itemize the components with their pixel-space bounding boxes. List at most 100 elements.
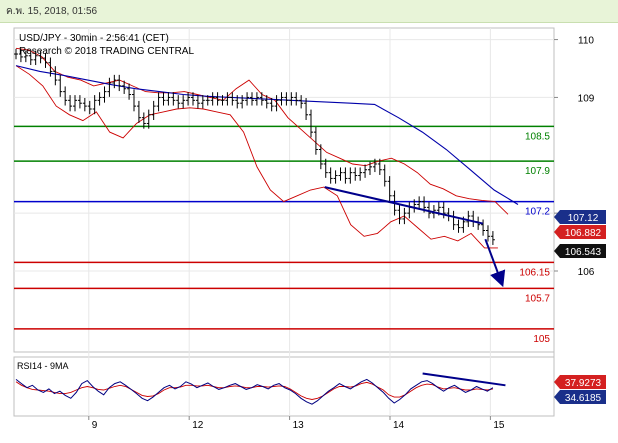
price-badge-bg-1: [554, 225, 606, 239]
price-badge-label-0: 107.12: [568, 213, 599, 224]
price-bar: [254, 92, 259, 106]
price-bar: [284, 92, 289, 106]
price-bar: [343, 167, 348, 184]
price-bar: [141, 112, 146, 129]
timestamp: ค.พ. 15, 2018, 01:56: [6, 6, 98, 17]
price-bar: [269, 98, 274, 112]
level-label-2: 107.2: [525, 207, 550, 218]
forecast-arrow: [484, 238, 506, 288]
price-badge-label-1: 106.882: [565, 228, 602, 239]
level-label-3: 106.15: [519, 267, 550, 278]
price-bar: [117, 74, 122, 92]
price-bar: [18, 48, 23, 63]
chart-title: USD/JPY - 30min - 2:56:41 (CET): [19, 33, 169, 44]
price-bar: [33, 50, 38, 66]
level-label-4: 105.7: [525, 293, 550, 304]
price-bar: [92, 95, 97, 115]
price-bar: [377, 158, 382, 175]
price-bar: [161, 92, 166, 106]
price-bar: [289, 92, 294, 106]
price-bar: [338, 167, 343, 181]
price-bar: [23, 50, 28, 63]
price-bar: [358, 167, 363, 181]
price-bar: [48, 57, 53, 77]
price-bar: [367, 161, 372, 175]
rsi-indicator: [15, 372, 506, 405]
price-badge-0: 107.12: [554, 210, 606, 224]
price-bar: [363, 164, 368, 178]
price-bar: [245, 92, 250, 106]
price-badge-2: 106.543: [554, 244, 606, 258]
price-bar: [441, 202, 446, 219]
price-bar: [304, 98, 309, 120]
price-bar: [107, 77, 112, 97]
x-tick-label-4: 15: [493, 420, 505, 431]
price-badges: 107.12 106.882 106.543 37.9273 34.6185: [554, 210, 606, 404]
price-bar: [87, 100, 92, 115]
price-bar: [333, 170, 338, 184]
price-bar: [387, 176, 392, 201]
rsi-badge-label-1: 34.6185: [565, 393, 602, 404]
price-bar: [235, 95, 240, 109]
price-bar: [372, 158, 377, 173]
price-badge-label-2: 106.543: [565, 247, 602, 258]
price-bar: [215, 92, 220, 106]
main-panel: [13, 27, 555, 353]
price-badge-bg-2: [554, 244, 606, 258]
price-bar: [58, 74, 63, 97]
price-bar: [72, 95, 77, 112]
price-bar: [28, 50, 33, 66]
price-bar: [328, 167, 333, 184]
rsi-badge-0: 37.9273: [554, 375, 606, 389]
price-badge-bg-0: [554, 210, 606, 224]
rsi-badge-bg-1: [554, 390, 606, 404]
price-bar: [382, 164, 387, 187]
price-bar: [112, 74, 117, 89]
price-bar: [417, 196, 422, 210]
header-bar: ค.พ. 15, 2018, 01:56: [0, 0, 618, 23]
price-bar: [146, 109, 151, 129]
level-label-0: 108.5: [525, 131, 550, 142]
price-bar: [195, 95, 200, 109]
price-bar: [131, 89, 136, 112]
price-bar: [318, 144, 323, 170]
x-tick-label-2: 13: [293, 420, 305, 431]
price-bar: [122, 80, 127, 94]
price-bar: [490, 231, 495, 245]
price-bar: [240, 95, 245, 109]
price-bar: [156, 92, 161, 112]
price-bar: [82, 98, 87, 112]
rsi-badge-bg-0: [554, 375, 606, 389]
price-bar: [186, 92, 191, 106]
x-tick-label-0: 9: [92, 420, 98, 431]
price-bar: [274, 95, 279, 112]
price-bar: [294, 92, 299, 106]
price-bar: [259, 92, 264, 106]
price-bar: [279, 92, 284, 106]
price-bar: [127, 83, 132, 100]
price-badge-1: 106.882: [554, 225, 606, 239]
y-tick-label-3: 106: [578, 267, 595, 278]
price-bar: [348, 167, 353, 184]
rsi-badge-label-0: 37.9273: [565, 378, 602, 389]
price-bar: [205, 95, 210, 106]
support-resistance-levels: 108.5 107.9 107.2 106.15 105.7 105: [14, 125, 554, 345]
rsi-trendline: [422, 372, 506, 387]
price-bar: [190, 92, 195, 106]
rsi-badge-1: 34.6185: [554, 390, 606, 404]
trendlines: [324, 186, 506, 288]
price-bar: [249, 92, 254, 106]
price-bar: [68, 95, 73, 112]
level-label-5: 105: [533, 334, 550, 345]
price-bar: [97, 92, 102, 106]
price-bar: [77, 95, 82, 109]
price-bar: [220, 95, 225, 106]
y-tick-label-0: 110: [578, 36, 594, 47]
bollinger-lower: [15, 65, 498, 249]
price-bar: [166, 92, 171, 106]
price-bar: [136, 100, 141, 123]
price-bar: [43, 52, 48, 68]
price-bar: [481, 219, 486, 236]
price-bar: [151, 100, 156, 120]
